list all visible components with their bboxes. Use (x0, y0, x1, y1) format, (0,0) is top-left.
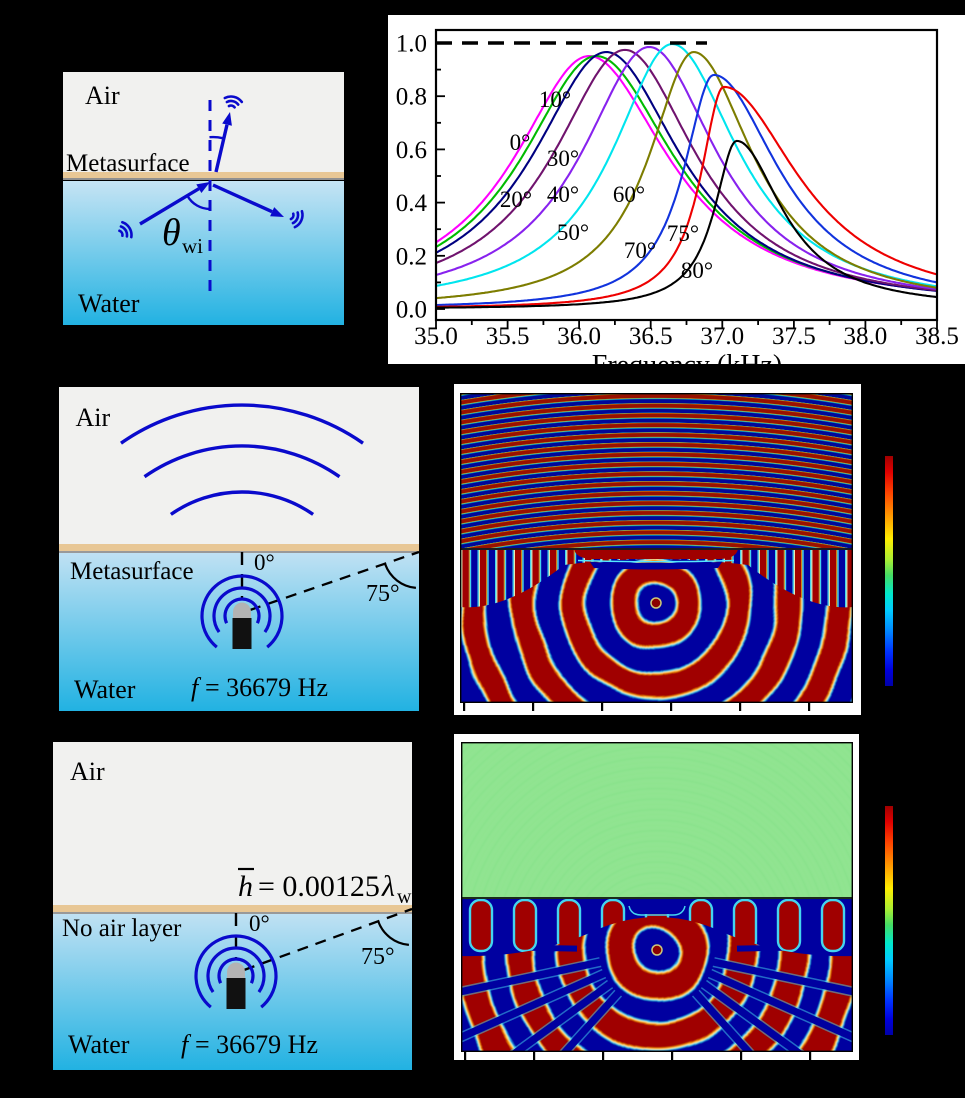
svg-text:wi: wi (182, 234, 203, 258)
svg-text:0.6: 0.6 (396, 137, 427, 164)
svg-text:80°: 80° (681, 258, 713, 283)
svg-text:75°: 75° (667, 221, 699, 246)
svg-text:0°: 0° (249, 911, 270, 936)
svg-text:Air: Air (85, 81, 120, 110)
svg-text:= 36679 Hz: = 36679 Hz (195, 1030, 318, 1059)
svg-text:No air layer: No air layer (62, 915, 182, 942)
svg-text:20°: 20° (500, 187, 532, 212)
svg-text:0.4: 0.4 (396, 190, 428, 217)
svg-text:Water: Water (74, 675, 136, 704)
svg-text:Water: Water (78, 289, 140, 318)
svg-text:h: h (238, 870, 253, 903)
svg-text:Air: Air (70, 757, 105, 786)
svg-text:w: w (397, 886, 412, 908)
svg-text:0.2: 0.2 (396, 243, 427, 270)
svg-text:30°: 30° (547, 146, 579, 171)
svg-text:θ: θ (162, 212, 181, 254)
svg-text:λ: λ (381, 870, 395, 903)
svg-text:60°: 60° (613, 182, 645, 207)
svg-text:75°: 75° (361, 944, 395, 970)
svg-text:0.8: 0.8 (396, 84, 427, 111)
svg-text:36.0: 36.0 (557, 323, 601, 350)
svg-text:50°: 50° (557, 220, 589, 245)
svg-text:75°: 75° (366, 581, 400, 607)
svg-text:0.0: 0.0 (396, 297, 427, 324)
svg-text:36.5: 36.5 (629, 323, 673, 350)
svg-text:35.5: 35.5 (486, 323, 530, 350)
svg-text:37.5: 37.5 (772, 323, 816, 350)
svg-text:70°: 70° (624, 238, 656, 263)
svg-text:37.0: 37.0 (700, 323, 744, 350)
svg-text:38.5: 38.5 (915, 323, 959, 350)
svg-text:40°: 40° (547, 182, 579, 207)
svg-text:f: f (181, 1030, 192, 1059)
svg-text:= 0.00125: = 0.00125 (258, 870, 380, 903)
svg-text:0°: 0° (510, 130, 531, 155)
svg-text:Frequency (kHz): Frequency (kHz) (592, 350, 782, 364)
svg-text:Metasurface: Metasurface (70, 558, 194, 585)
svg-text:f: f (191, 673, 202, 702)
svg-text:1.0: 1.0 (396, 31, 427, 58)
svg-text:38.0: 38.0 (844, 323, 888, 350)
svg-text:0°: 0° (254, 550, 275, 575)
svg-text:Air: Air (76, 403, 111, 432)
svg-text:35.0: 35.0 (414, 323, 458, 350)
svg-text:10°: 10° (539, 87, 571, 112)
svg-text:= 36679 Hz: = 36679 Hz (205, 673, 328, 702)
svg-text:Metasurface: Metasurface (66, 150, 190, 177)
svg-text:Water: Water (68, 1030, 130, 1059)
